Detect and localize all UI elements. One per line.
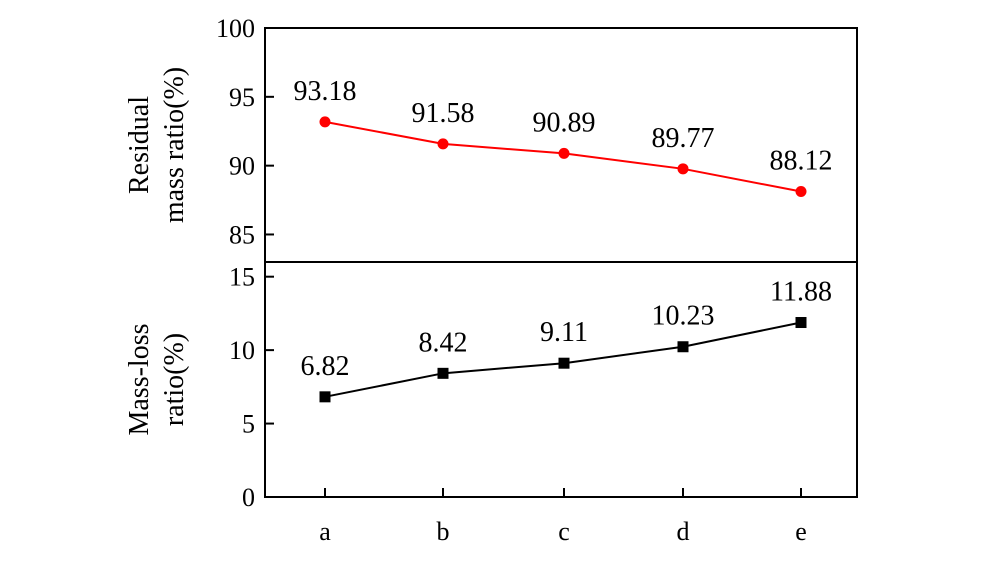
massloss-data-point: [677, 341, 689, 353]
massloss-data-point: [437, 367, 449, 379]
massloss-y-axis-title-line: Mass-loss: [124, 323, 155, 435]
residual-plot-frame: [264, 27, 858, 263]
massloss-y-tick-label: 5: [242, 410, 255, 439]
massloss-y-tick-label: 15: [229, 263, 255, 292]
x-tick-label: b: [437, 517, 450, 546]
residual-data-label: 93.18: [294, 76, 357, 107]
residual-data-label: 88.12: [770, 146, 833, 177]
massloss-data-label: 11.88: [770, 277, 832, 308]
residual-y-tick-label: 90: [229, 152, 255, 181]
residual-data-label: 91.58: [412, 98, 475, 129]
residual-y-tick-label: 100: [216, 14, 255, 43]
x-tick-label: e: [795, 517, 807, 546]
massloss-y-tick-label: 0: [242, 483, 255, 512]
residual-data-point: [795, 186, 807, 198]
residual-data-point: [558, 147, 570, 159]
residual-data-label: 89.77: [652, 123, 715, 154]
residual-data-point: [437, 138, 449, 150]
massloss-y-axis-title-line: ratio(%): [159, 333, 190, 426]
massloss-data-label: 10.23: [652, 301, 715, 332]
massloss-y-tick-label: 10: [229, 336, 255, 365]
residual-data-point: [677, 163, 689, 175]
massloss-data-point: [558, 357, 570, 369]
residual-data-point: [319, 116, 331, 128]
residual-mass-panel: 85 90 95 100 Residual mass ratio(%) 93.18 91.58…: [124, 14, 858, 263]
x-tick-label: d: [677, 517, 690, 546]
massloss-plot-frame: [264, 261, 858, 498]
massloss-data-label: 8.42: [419, 327, 468, 358]
x-axis: a b c d e: [319, 488, 807, 546]
mass-loss-panel: 0 5 10 15 Mass-loss ratio(%) 6.82 8.42 9.11 10.23…: [124, 261, 858, 512]
x-tick-label: c: [558, 517, 570, 546]
massloss-data-label: 9.11: [540, 317, 588, 348]
massloss-data-point: [795, 317, 807, 329]
residual-data-label: 90.89: [533, 107, 596, 138]
residual-y-tick-label: 95: [229, 83, 255, 112]
residual-y-tick-label: 85: [229, 220, 255, 249]
massloss-data-point: [319, 391, 331, 403]
residual-y-axis-title-line: Residual: [124, 96, 155, 194]
residual-y-axis-title-line: mass ratio(%): [159, 67, 190, 223]
massloss-data-label: 6.82: [301, 351, 350, 382]
x-tick-label: a: [319, 517, 331, 546]
